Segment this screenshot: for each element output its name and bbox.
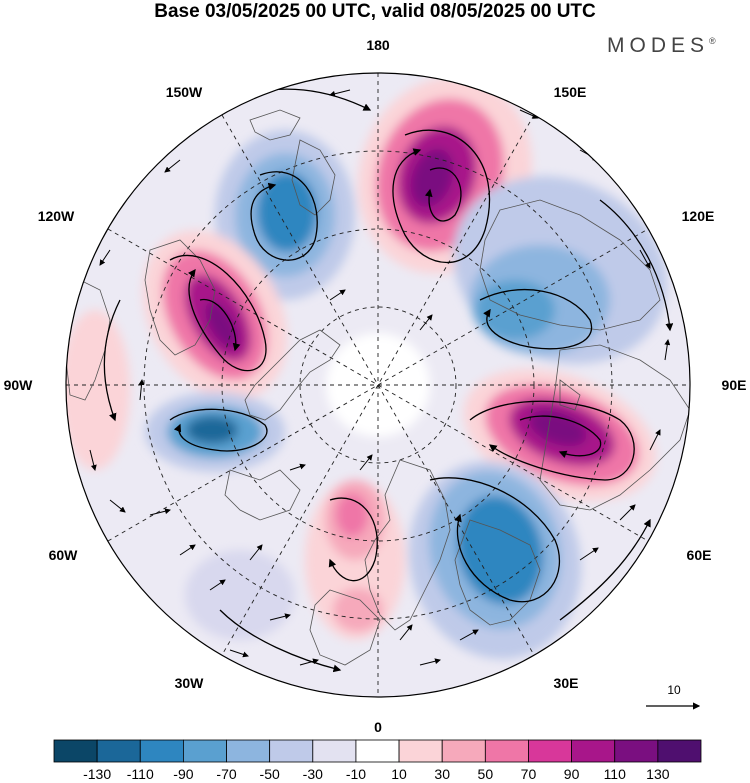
colorbar-tick-label: -10 [346,766,366,782]
colorbar-swatch [53,739,98,763]
brand-logo: MODES® [607,34,716,58]
colorbar-swatch [355,739,400,763]
lon-label-150w: 150W [166,84,203,100]
colorbar-tick-label: 50 [478,766,494,782]
lon-label-0: 0 [374,719,382,735]
map-disc [66,73,690,697]
colorbar-swatch [614,739,659,763]
map-title: Base 03/05/2025 00 UTC, valid 08/05/2025… [154,1,596,22]
map-boundary [65,72,691,698]
vector-scale-label: 10 [667,683,681,697]
colorbar-swatch [312,739,357,763]
registered-mark: ® [709,36,716,46]
anomaly-field [66,76,667,660]
colorbar-tick-label: 90 [564,766,580,782]
lon-label-180: 180 [366,37,390,53]
lon-label-120e: 120E [682,208,715,224]
lon-label-60w: 60W [49,547,79,563]
graticule [66,73,690,697]
streamlines [103,88,674,673]
colorbar-swatch [441,739,486,763]
lon-label-60e: 60E [687,547,712,563]
colorbar-swatch [269,739,314,763]
colorbar-swatch [528,739,573,763]
colorbar-swatch [571,739,616,763]
colorbar-tick-label: 110 [604,766,627,782]
colorbar-tick-label: -70 [216,766,236,782]
colorbar-tick-label: -50 [260,766,280,782]
colorbar-tick-label: 70 [521,766,537,782]
colorbar-tick-label: 10 [391,766,407,782]
colorbar-tick-label: -110 [127,766,154,782]
colorbar-tick-label: -90 [173,766,193,782]
colorbar-swatch [657,739,702,763]
brand-name: MODES [607,34,710,57]
lon-label-150e: 150E [554,84,587,100]
lon-label-90w: 90W [4,377,34,393]
colorbar-swatch [182,739,227,763]
colorbar-swatch [96,739,141,763]
longitude-labels: 180 150E 120E 90E 60E 30E 0 30W 60W 90W … [4,37,747,735]
colorbar-swatch [398,739,443,763]
lon-label-90e: 90E [722,377,747,393]
colorbar: -130 -110 -90 -70 -50 -30 -10 10 30 50 70 90 110 130 [53,739,702,782]
lon-label-30w: 30W [175,675,205,691]
colorbar-swatch [226,739,271,763]
lon-label-30e: 30E [554,675,579,691]
colorbar-tick-label: -130 [83,766,111,782]
vector-scale: 10 [646,683,701,710]
colorbar-swatch [484,739,529,763]
coastlines [66,109,690,666]
colorbar-tick-label: -30 [303,766,323,782]
lon-label-120w: 120W [38,208,75,224]
colorbar-tick-label: 30 [434,766,450,782]
colorbar-tick-label: 130 [646,766,670,782]
colorbar-swatch [139,739,184,763]
